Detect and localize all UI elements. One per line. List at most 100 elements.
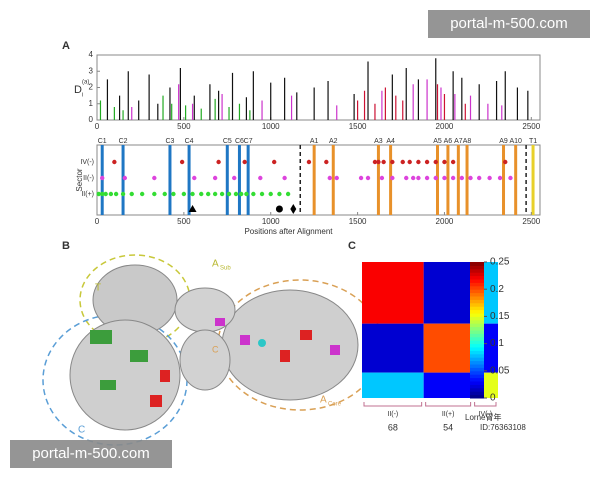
sector-line-label: A8 [463,138,472,145]
group-count: 68 [388,422,398,432]
colorbar-step [470,275,484,280]
colorbar-step [470,394,484,399]
colorbar-step [470,326,484,331]
sector-dot [503,159,508,165]
sector-dot [251,191,256,197]
sector-dot [407,159,412,165]
colorbar-step [470,340,484,345]
y-tick-label: 3 [89,66,94,75]
sector-dot [190,191,195,197]
region-label: Sub [220,266,231,272]
colorbar-step [470,292,484,297]
x-tick-label: 500 [177,217,191,226]
colorbar-step [470,265,484,270]
sector-line-label: A2 [329,138,338,145]
protein-illustration [42,254,383,446]
sector-dot [442,159,447,165]
colorbar-step [470,296,484,300]
colorbar-step [470,381,484,385]
sector-dot [306,159,312,165]
y-tick-label: 2 [89,83,94,92]
colorbar-label: 0.1 [490,338,504,349]
y-axis-label: Sector [75,168,84,191]
watermark: portal-m-500.com [450,15,568,32]
y-axis-label: i [82,93,83,99]
sector-line-label: A6 [444,138,453,145]
watermark: portal-m-500.com [32,445,150,462]
sector-dot [272,159,277,165]
sector-dot [416,175,421,181]
colorbar-step [470,377,484,382]
sector-dot [433,159,438,165]
sector-line-label: A3 [374,138,383,145]
marker [188,205,197,212]
sector-dot [433,175,438,181]
y-tick-label: IV(-) [80,159,94,166]
colorbar-step [470,364,484,368]
colorbar-step [470,387,484,392]
heatmap-block [362,262,424,324]
sector-dot [129,191,134,197]
panel-label: B [62,240,70,252]
sector-line-label: C4 [185,138,194,145]
colorbar-label: 0 [490,393,496,404]
sector-dot [238,191,244,197]
sector-dot [226,191,232,197]
sector-dot [108,191,114,197]
sector-dot [232,175,237,181]
x-tick-label: 1500 [349,217,367,226]
region-label: Core [328,402,342,408]
group-bracket [474,402,497,407]
region-label: C [212,344,219,354]
colorbar-step [470,391,484,396]
sector-dot [508,175,513,181]
sector-dot [442,175,447,181]
sector-dot [381,159,386,165]
group-label: II(+) [442,411,455,418]
sector-dot [100,191,105,197]
sector-dot [139,191,145,197]
sector-dot [171,191,176,197]
colorbar-step [470,357,484,362]
heatmap-block [362,323,424,373]
heatmap-block [362,372,424,398]
sector-dot [179,159,185,165]
panel-label: A [62,40,70,52]
colorbar-step [470,299,484,304]
sector-dot [365,175,371,181]
sector-dot [282,175,287,181]
sector-line-label: C7 [244,138,253,145]
x-tick-label: 2500 [522,122,540,131]
colorbar-step [470,333,484,338]
sector-line-label: A1 [310,138,319,145]
sector-line-label: C1 [98,138,107,145]
colorbar-step [470,330,484,334]
credit: Lorne胃年 [465,412,501,422]
colorbar-step [470,268,484,273]
colorbar-step [470,367,484,372]
sector-dot [468,175,473,181]
x-tick-label: 0 [95,217,100,226]
group-count: 54 [443,422,453,432]
sector-dot [487,175,492,181]
sector-dot [112,159,117,165]
watermark-box [428,10,590,38]
x-tick-label: 2000 [436,122,454,131]
sector-dot [285,191,291,197]
heatmap-block [423,372,473,398]
sector-dot [192,175,197,181]
y-axis-label: (a) [82,80,89,86]
sector-dot [376,159,381,165]
colorbar-step [470,285,484,290]
sector-line-label: C2 [119,138,128,145]
sector-line-label: T1 [529,138,537,145]
sector-dot [258,175,263,181]
colorbar-step [470,353,484,358]
colorbar-step [470,323,484,328]
sector-dot [424,159,430,165]
sector-dot [416,159,421,165]
sector-dot [212,175,218,181]
sector-dot [372,159,378,165]
colorbar-step [470,279,484,283]
